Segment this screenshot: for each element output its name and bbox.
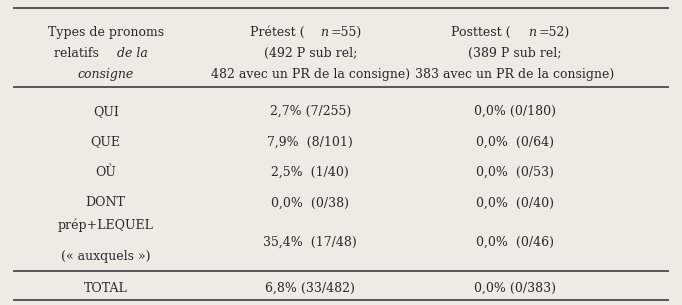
Text: =52): =52) [538,26,569,38]
Text: OÙ: OÙ [95,166,116,179]
Text: QUE: QUE [91,135,121,148]
Text: 6,8% (33/482): 6,8% (33/482) [265,282,355,295]
Text: 0,0%  (0/46): 0,0% (0/46) [476,236,554,249]
Text: 35,4%  (17/48): 35,4% (17/48) [263,236,357,249]
Text: 0,0%  (0/38): 0,0% (0/38) [271,196,349,209]
Text: relatifs: relatifs [55,47,103,60]
Text: DONT: DONT [86,196,125,209]
Text: de la: de la [117,47,148,60]
Text: TOTAL: TOTAL [84,282,128,295]
Text: consigne: consigne [78,68,134,81]
Text: n: n [528,26,536,38]
Text: Prétest (: Prétest ( [250,26,304,38]
Text: prép+LEQUEL: prép+LEQUEL [58,219,153,232]
Text: 7,9%  (8/101): 7,9% (8/101) [267,135,353,148]
Text: 2,7% (7/255): 2,7% (7/255) [269,105,351,118]
Text: (492 P sub rel;: (492 P sub rel; [264,47,357,60]
Text: (389 P sub rel;: (389 P sub rel; [468,47,562,60]
Text: 0,0%  (0/40): 0,0% (0/40) [476,196,554,209]
Text: 2,5%  (1/40): 2,5% (1/40) [271,166,349,179]
Text: 0,0%  (0/53): 0,0% (0/53) [476,166,554,179]
Text: n: n [321,26,328,38]
Text: 0,0% (0/383): 0,0% (0/383) [474,282,556,295]
Text: =55): =55) [331,26,362,38]
Text: 0,0%  (0/64): 0,0% (0/64) [476,135,554,148]
Text: QUI: QUI [93,105,119,118]
Text: Types de pronoms: Types de pronoms [48,26,164,38]
Text: 0,0% (0/180): 0,0% (0/180) [474,105,556,118]
Text: Posttest (: Posttest ( [451,26,511,38]
Text: (« auxquels »): (« auxquels ») [61,250,151,263]
Text: 383 avec un PR de la consigne): 383 avec un PR de la consigne) [415,68,614,81]
Text: 482 avec un PR de la consigne): 482 avec un PR de la consigne) [211,68,410,81]
